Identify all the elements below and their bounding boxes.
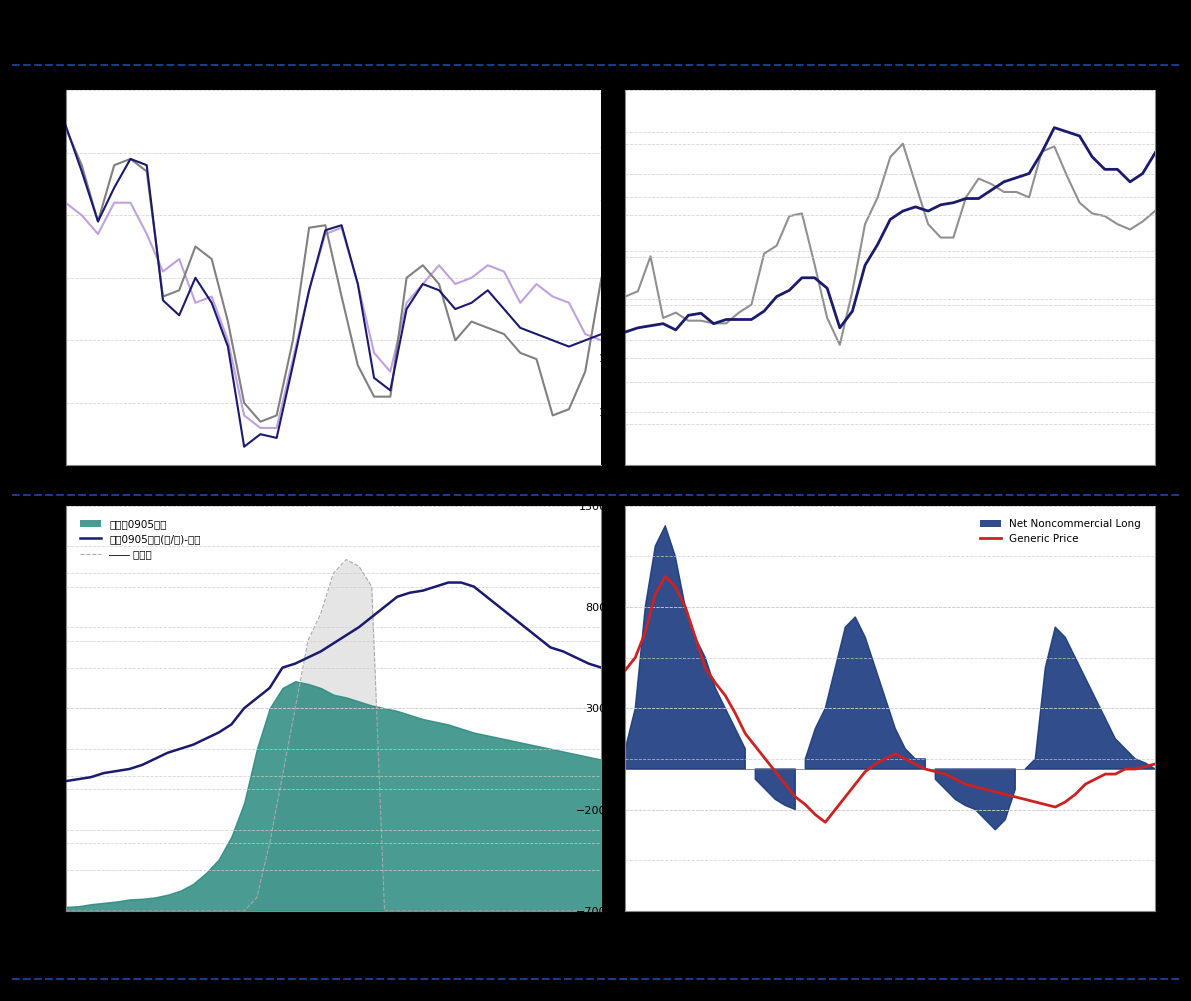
Legend: WTI($/bbl), Brent($/bbl), NYMEX WTI连续($/bbl): WTI($/bbl), Brent($/bbl), NYMEX WTI连续($/… — [154, 525, 513, 543]
Legend: Net Noncommercial Long, Generic Price: Net Noncommercial Long, Generic Price — [975, 515, 1145, 549]
Legend: Singapore 3.5%($/MT), 上期所燃料油连续(元/吨): Singapore 3.5%($/MT), 上期所燃料油连续(元/吨) — [752, 525, 1029, 543]
Legend: 燃料油0905持仓, 燃油0905价格(元/吨)-右轴, ―― 成交量: 燃料油0905持仓, 燃油0905价格(元/吨)-右轴, ―― 成交量 — [76, 515, 205, 564]
Text: $/bbl: $/bbl — [630, 487, 659, 497]
